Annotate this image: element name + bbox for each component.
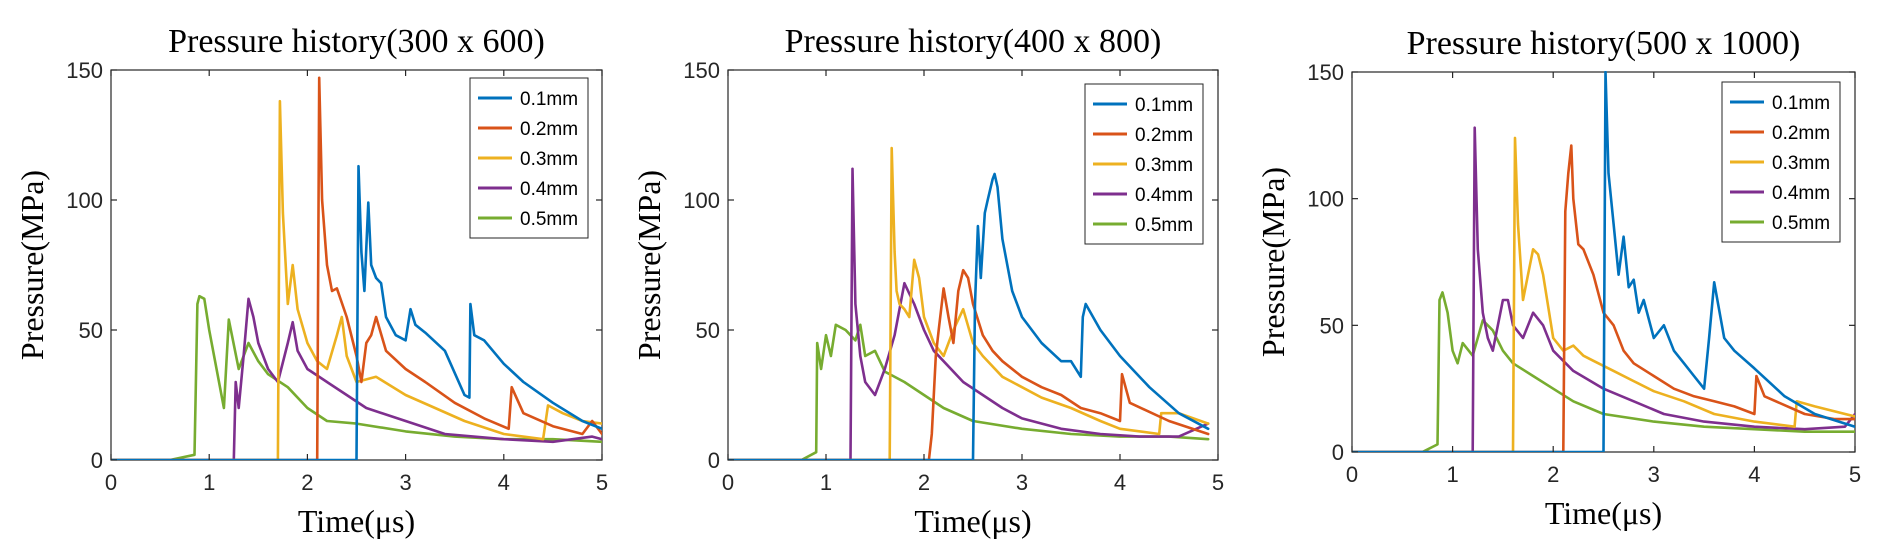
- y-tick-label: 50: [696, 318, 720, 343]
- x-tick-label: 2: [301, 470, 313, 495]
- y-axis-label: Pressure(MPa): [631, 170, 667, 360]
- legend-entry-4: 0.5mm: [1772, 213, 1830, 234]
- x-tick-label: 0: [1346, 462, 1358, 487]
- y-tick-label: 150: [66, 58, 103, 83]
- chart-title: Pressure history(300 x 600): [168, 23, 545, 60]
- legend-entry-0: 0.1mm: [1135, 95, 1193, 116]
- series-line-4: [1352, 291, 1855, 452]
- series-line-3: [1352, 126, 1855, 452]
- series-line-4: [728, 323, 1210, 460]
- series-line-1: [1352, 144, 1855, 452]
- series-line-1: [728, 268, 1210, 460]
- x-tick-label: 1: [203, 470, 215, 495]
- series-line-0: [1352, 71, 1855, 452]
- series-line-3: [728, 167, 1210, 460]
- y-tick-label: 0: [708, 448, 720, 473]
- series-line-1: [111, 76, 602, 460]
- x-tick-label: 1: [1446, 462, 1458, 487]
- legend-entry-4: 0.5mm: [1135, 215, 1193, 236]
- x-tick-label: 5: [596, 470, 608, 495]
- x-tick-label: 4: [1748, 462, 1760, 487]
- x-tick-label: 5: [1212, 470, 1224, 495]
- y-tick-label: 150: [683, 58, 720, 83]
- x-tick-label: 1: [820, 470, 832, 495]
- legend-entry-1: 0.2mm: [520, 119, 578, 140]
- legend-entry-2: 0.3mm: [520, 149, 578, 170]
- x-tick-label: 3: [1016, 470, 1028, 495]
- y-tick-label: 0: [1332, 440, 1344, 465]
- series-line-0: [111, 164, 602, 460]
- x-tick-label: 3: [1648, 462, 1660, 487]
- legend-entry-2: 0.3mm: [1772, 153, 1830, 174]
- y-tick-label: 100: [66, 188, 103, 213]
- y-axis-label: Pressure(MPa): [14, 170, 50, 360]
- y-tick-label: 150: [1307, 60, 1344, 85]
- legend-entry-2: 0.3mm: [1135, 155, 1193, 176]
- y-axis-label: Pressure(MPa): [1255, 167, 1291, 357]
- y-tick-label: 100: [1307, 187, 1344, 212]
- y-tick-label: 0: [91, 448, 103, 473]
- y-tick-label: 50: [1320, 313, 1344, 338]
- y-tick-label: 100: [683, 188, 720, 213]
- legend-entry-4: 0.5mm: [520, 209, 578, 230]
- series-line-3: [111, 297, 602, 460]
- series-line-0: [728, 172, 1210, 460]
- x-tick-label: 0: [105, 470, 117, 495]
- x-axis-label: Time(μs): [914, 503, 1031, 539]
- series-group: [728, 146, 1210, 460]
- series-group: [1352, 71, 1855, 452]
- x-tick-label: 5: [1849, 462, 1861, 487]
- legend: 0.1mm 0.2mm 0.3mm 0.4mm 0.5mm: [1721, 81, 1841, 243]
- x-tick-label: 4: [1114, 470, 1126, 495]
- legend-entry-3: 0.4mm: [1772, 183, 1830, 204]
- chart-title: Pressure history(500 x 1000): [1407, 25, 1801, 62]
- x-tick-label: 3: [399, 470, 411, 495]
- series-line-2: [111, 99, 602, 460]
- legend: 0.1mm 0.2mm 0.3mm 0.4mm 0.5mm: [469, 77, 589, 239]
- x-axis-label: Time(μs): [1545, 495, 1662, 531]
- legend-entry-0: 0.1mm: [520, 89, 578, 110]
- series-line-2: [1352, 136, 1855, 452]
- x-axis-label: Time(μs): [298, 503, 415, 539]
- legend-entry-1: 0.2mm: [1772, 123, 1830, 144]
- legend-entry-0: 0.1mm: [1772, 93, 1830, 114]
- x-tick-label: 4: [498, 470, 510, 495]
- legend: 0.1mm 0.2mm 0.3mm 0.4mm 0.5mm: [1084, 83, 1204, 245]
- series-group: [111, 76, 602, 460]
- x-tick-label: 2: [918, 470, 930, 495]
- legend-entry-3: 0.4mm: [1135, 185, 1193, 206]
- chart-title: Pressure history(400 x 800): [785, 23, 1162, 60]
- legend-entry-1: 0.2mm: [1135, 125, 1193, 146]
- x-tick-label: 2: [1547, 462, 1559, 487]
- y-tick-label: 50: [79, 318, 103, 343]
- x-tick-label: 0: [722, 470, 734, 495]
- legend-entry-3: 0.4mm: [520, 179, 578, 200]
